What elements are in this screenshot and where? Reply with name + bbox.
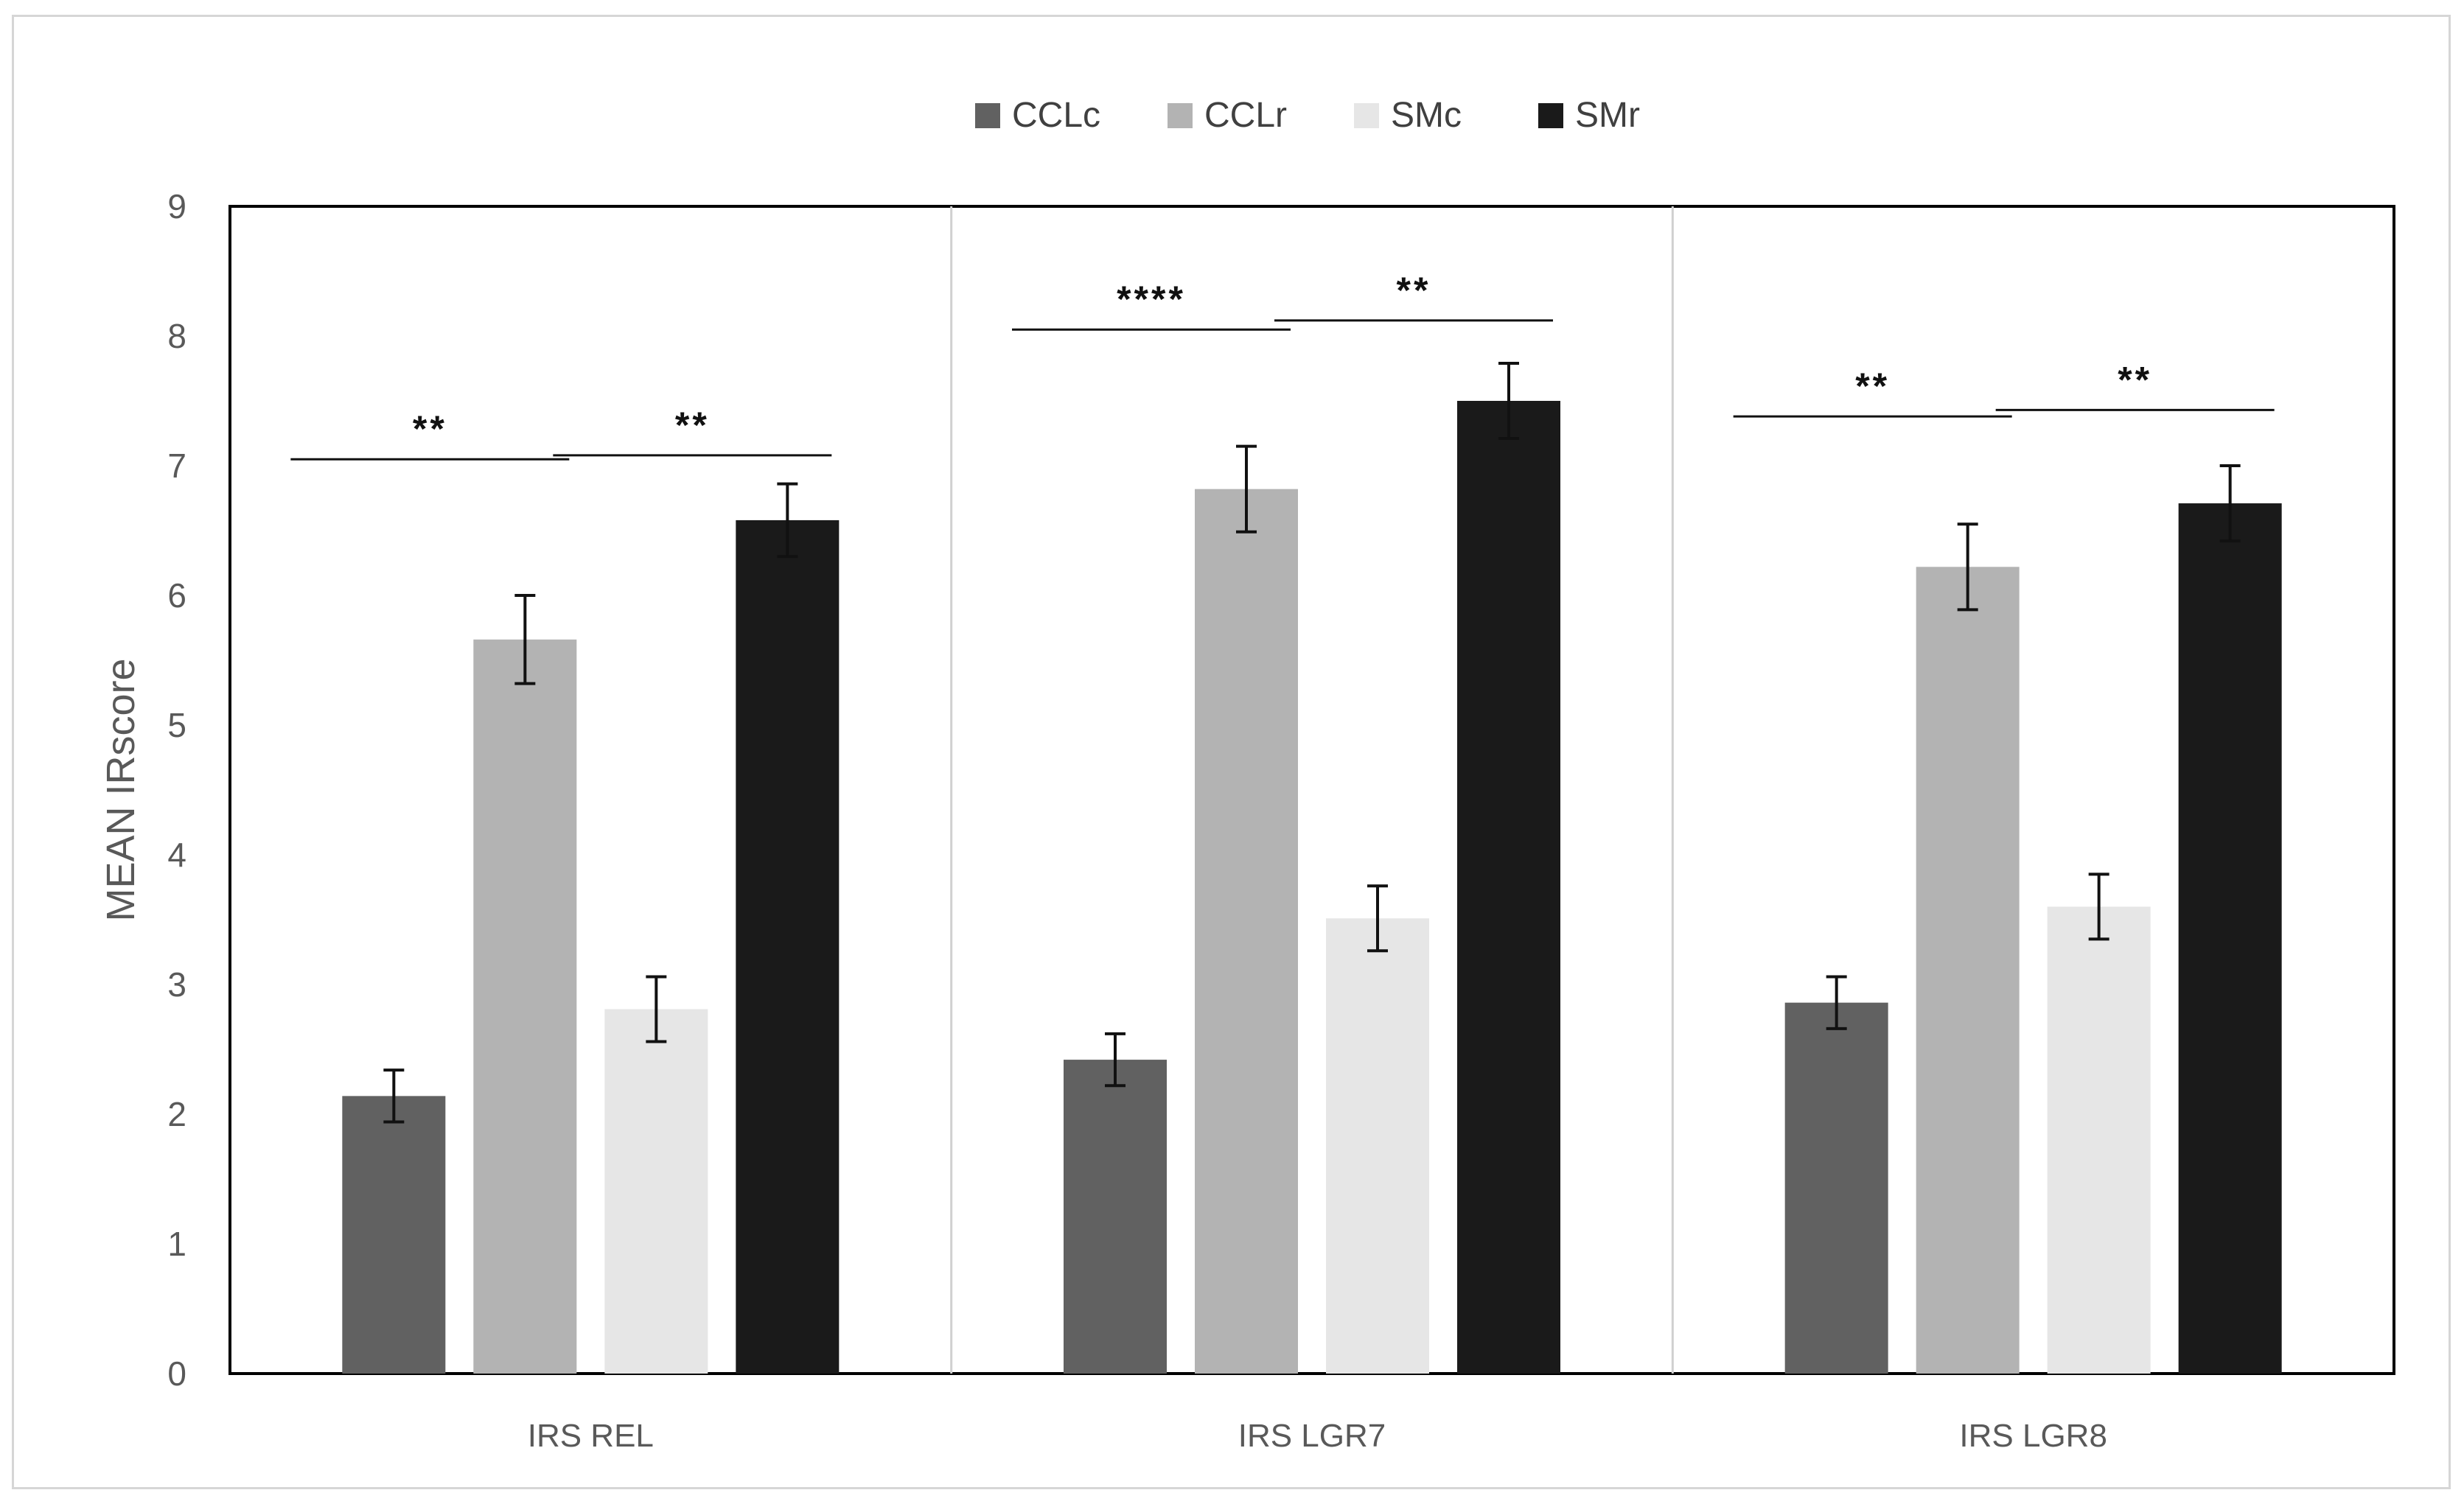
bar-smr-1 [1457,401,1560,1374]
significance-label: ** [1397,270,1431,311]
bar-smc-0 [604,1009,708,1374]
bar-smr-2 [2178,503,2282,1374]
y-tick-label: 5 [167,706,186,744]
legend-label-smr: SMr [1575,96,1640,135]
bar-cclc-1 [1064,1060,1167,1374]
legend-label-smc: SMc [1391,96,1462,135]
bar-smr-0 [736,520,840,1374]
y-tick-label: 2 [167,1095,186,1133]
bar-cclr-0 [473,639,577,1374]
bar-smc-1 [1326,918,1429,1374]
bar-cclc-0 [342,1096,446,1374]
y-tick-label: 1 [167,1225,186,1263]
chart-frame [12,15,2451,1489]
x-category-label: IRS REL [528,1418,654,1454]
y-tick-label: 9 [167,187,186,225]
bar-smc-2 [2047,906,2151,1374]
y-tick-label: 8 [167,317,186,355]
y-tick-label: 3 [167,965,186,1004]
significance-label: **** [1117,279,1186,320]
x-category-label: IRS LGR7 [1238,1418,1386,1454]
legend-swatch-smr [1538,103,1563,128]
legend-swatch-smc [1354,103,1379,128]
legend-label-cclr: CCLr [1204,96,1287,135]
bar-cclr-1 [1195,489,1298,1374]
y-axis-title: MEAN IRscore [99,658,143,921]
significance-label: ** [1855,365,1890,407]
y-tick-label: 7 [167,447,186,485]
y-tick-label: 0 [167,1354,186,1393]
y-tick-label: 4 [167,836,186,874]
legend-swatch-cclc [975,103,1000,128]
significance-label: ** [413,408,447,450]
y-tick-label: 6 [167,576,186,615]
significance-label: ** [675,405,710,446]
plot-area-border [228,205,2395,1375]
bar-cclc-2 [1784,1002,1888,1374]
bar-cclr-2 [1916,567,2020,1374]
legend-label-cclc: CCLc [1012,96,1100,135]
significance-label: ** [2118,359,2152,400]
x-category-label: IRS LGR8 [1959,1418,2107,1454]
legend-swatch-cclr [1168,103,1193,128]
